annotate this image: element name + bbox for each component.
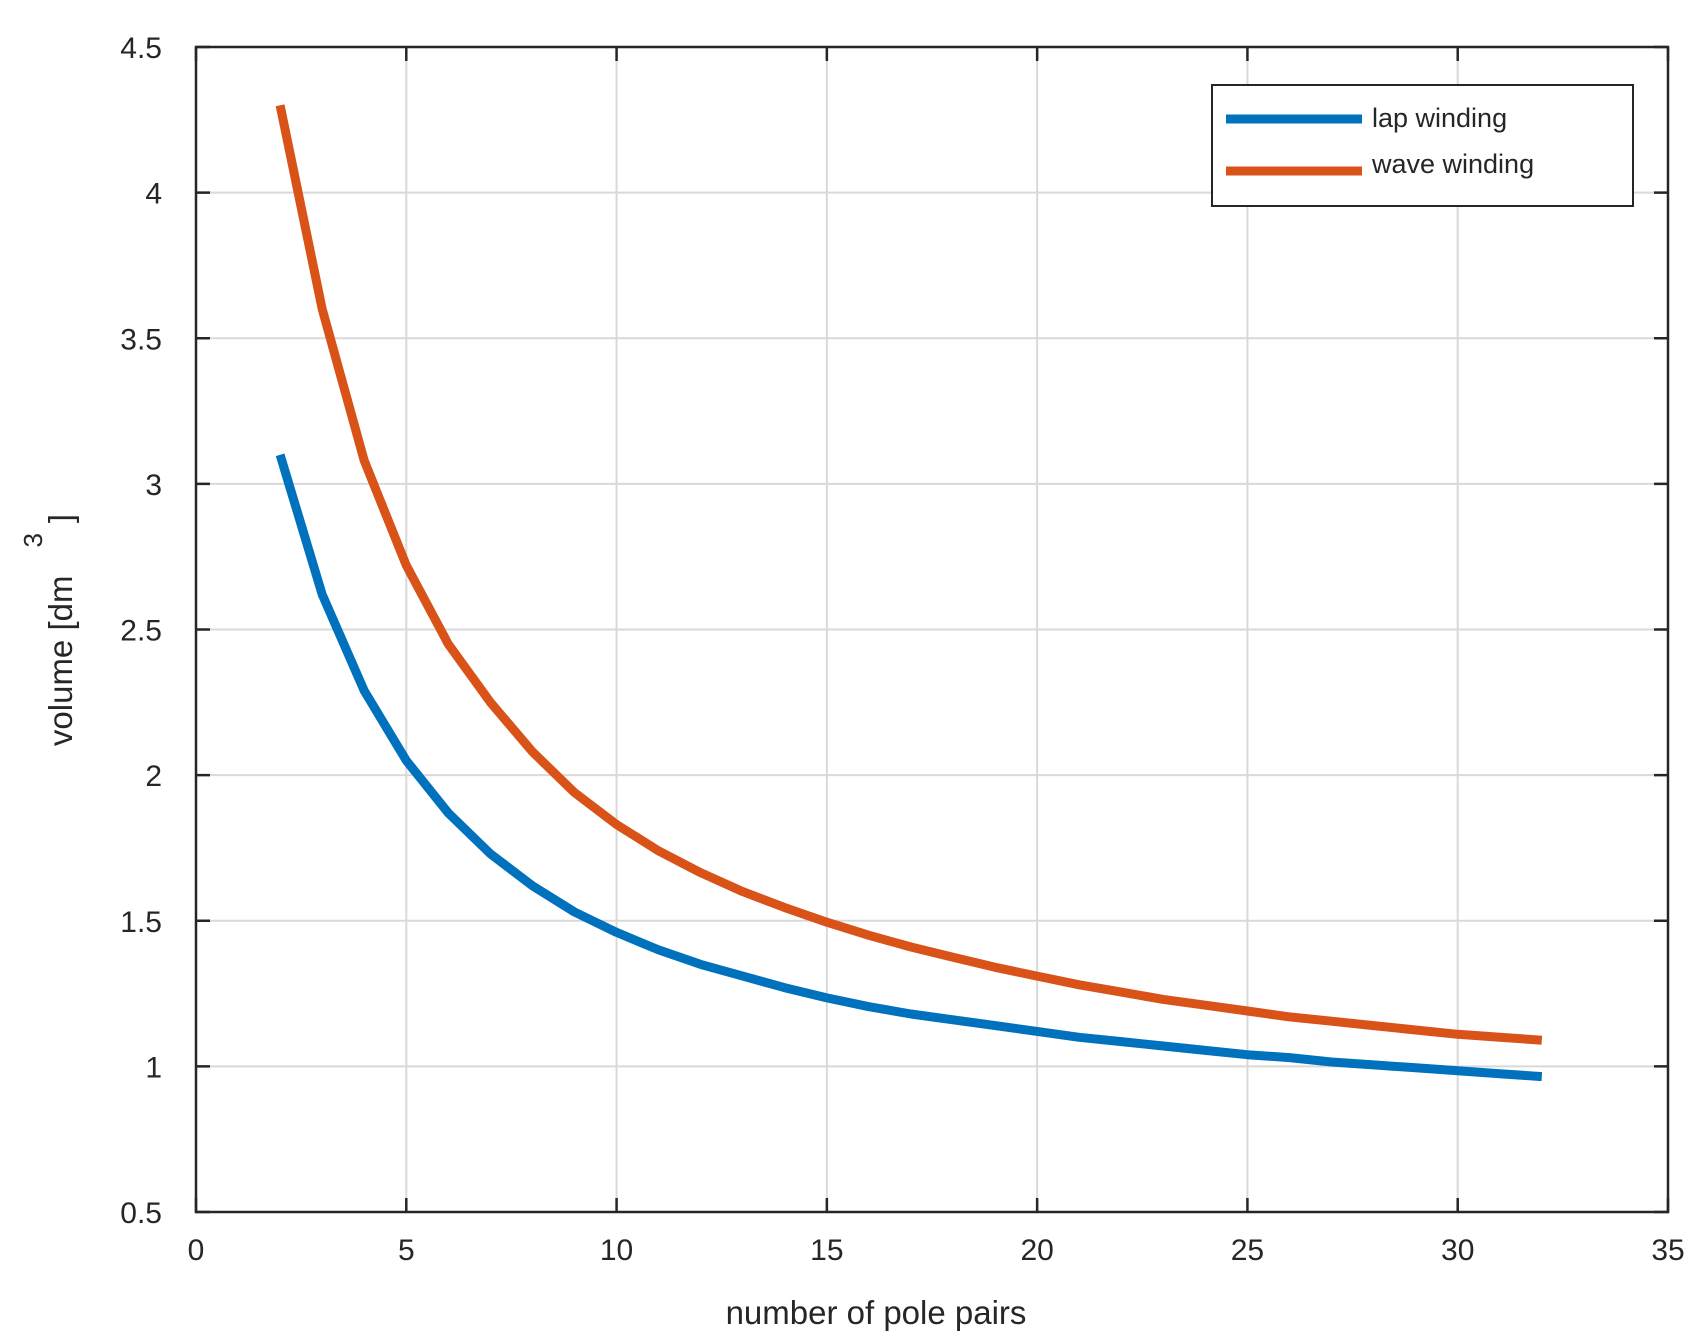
- x-tick-label: 0: [188, 1234, 205, 1267]
- y-tick-labels: 0.5 1 1.5 2 2.5 3 3.5 4 4.5: [120, 32, 162, 1230]
- y-axis-label-bracket: ]: [42, 514, 79, 523]
- x-tick-label: 35: [1651, 1234, 1684, 1267]
- series-line-wave-winding: [275, 104, 1543, 1045]
- y-tick-label: 2.5: [120, 615, 162, 648]
- legend: lap winding wave winding: [1211, 84, 1634, 207]
- y-axis-label-text: volume [dm: [42, 576, 79, 747]
- series-line-lap-winding: [275, 453, 1543, 1082]
- svg-text:volume [dm3]: volume [dm 3]: [18, 514, 79, 746]
- y-axis-label: volume [dm 3]: [18, 514, 79, 746]
- y-tick-label: 3: [145, 469, 162, 502]
- legend-box: [1211, 84, 1634, 207]
- y-tick-label: 1: [145, 1051, 162, 1084]
- y-tick-label: 0.5: [120, 1197, 162, 1230]
- x-tick-label: 20: [1020, 1234, 1053, 1267]
- y-tick-label: 4.5: [120, 32, 162, 65]
- x-tick-label: 5: [398, 1234, 415, 1267]
- x-tick-label: 10: [600, 1234, 633, 1267]
- x-tick-labels: 0 5 10 15 20 25 30 35: [188, 1234, 1685, 1267]
- y-tick-label: 3.5: [120, 323, 162, 356]
- legend-label-lap-winding: lap winding: [1372, 103, 1507, 133]
- y-tick-label: 1.5: [120, 906, 162, 939]
- axis-ticks: [194, 45, 1670, 1214]
- y-tick-label: 2: [145, 760, 162, 793]
- data-series: [275, 104, 1543, 1082]
- x-tick-label: 30: [1441, 1234, 1474, 1267]
- x-axis-label: number of pole pairs: [726, 1294, 1027, 1331]
- x-tick-label: 25: [1231, 1234, 1264, 1267]
- y-tick-label: 4: [145, 178, 162, 211]
- y-axis-label-exponent: 3: [18, 533, 48, 547]
- x-tick-label: 15: [810, 1234, 843, 1267]
- legend-label-wave-winding: wave winding: [1371, 149, 1534, 179]
